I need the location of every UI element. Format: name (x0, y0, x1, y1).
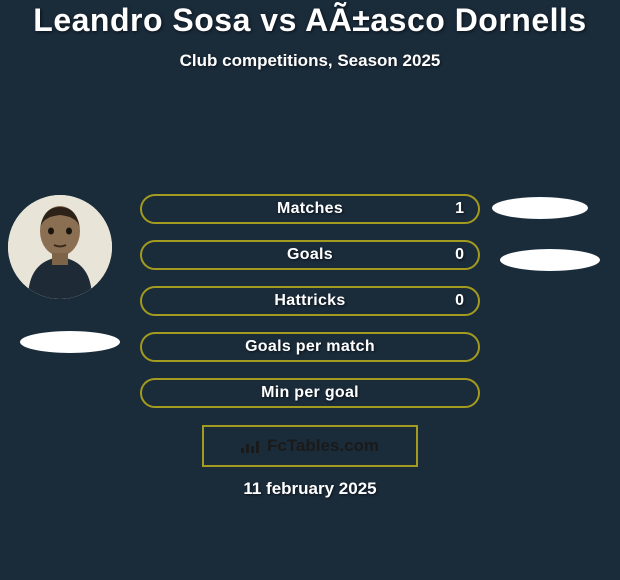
bar-chart-icon (241, 439, 261, 453)
stat-pill: Goals per match (140, 332, 480, 362)
stat-value: 0 (455, 292, 464, 310)
stat-label: Matches (277, 200, 343, 218)
stat-pill: Min per goal (140, 378, 480, 408)
stat-label: Min per goal (261, 384, 359, 402)
stat-pill: Matches 1 (140, 194, 480, 224)
player-left-avatar (8, 195, 112, 299)
stat-pill: Goals 0 (140, 240, 480, 270)
main-area: Matches 1 Goals 0 Hattricks 0 Goals per match M… (0, 71, 620, 580)
avatar-placeholder-icon (8, 195, 112, 299)
branding-text: FcTables.com (267, 436, 379, 456)
content-wrapper: Leandro Sosa vs AÃ±asco Dornells Club co… (0, 0, 620, 580)
page-subtitle: Club competitions, Season 2025 (180, 51, 441, 71)
stat-value: 1 (455, 200, 464, 218)
stat-value: 0 (455, 246, 464, 264)
stat-label: Goals per match (245, 338, 375, 356)
stat-label: Goals (287, 246, 333, 264)
stat-pill: Hattricks 0 (140, 286, 480, 316)
branding-badge[interactable]: FcTables.com (202, 425, 418, 467)
page-title: Leandro Sosa vs AÃ±asco Dornells (33, 2, 586, 39)
player-right-ellipse-1 (492, 197, 588, 219)
date-text: 11 february 2025 (243, 479, 376, 499)
stats-column: Matches 1 Goals 0 Hattricks 0 Goals per match M… (140, 194, 480, 408)
stat-label: Hattricks (274, 292, 345, 310)
player-left-shadow-ellipse (20, 331, 120, 353)
player-right-ellipse-2 (500, 249, 600, 271)
